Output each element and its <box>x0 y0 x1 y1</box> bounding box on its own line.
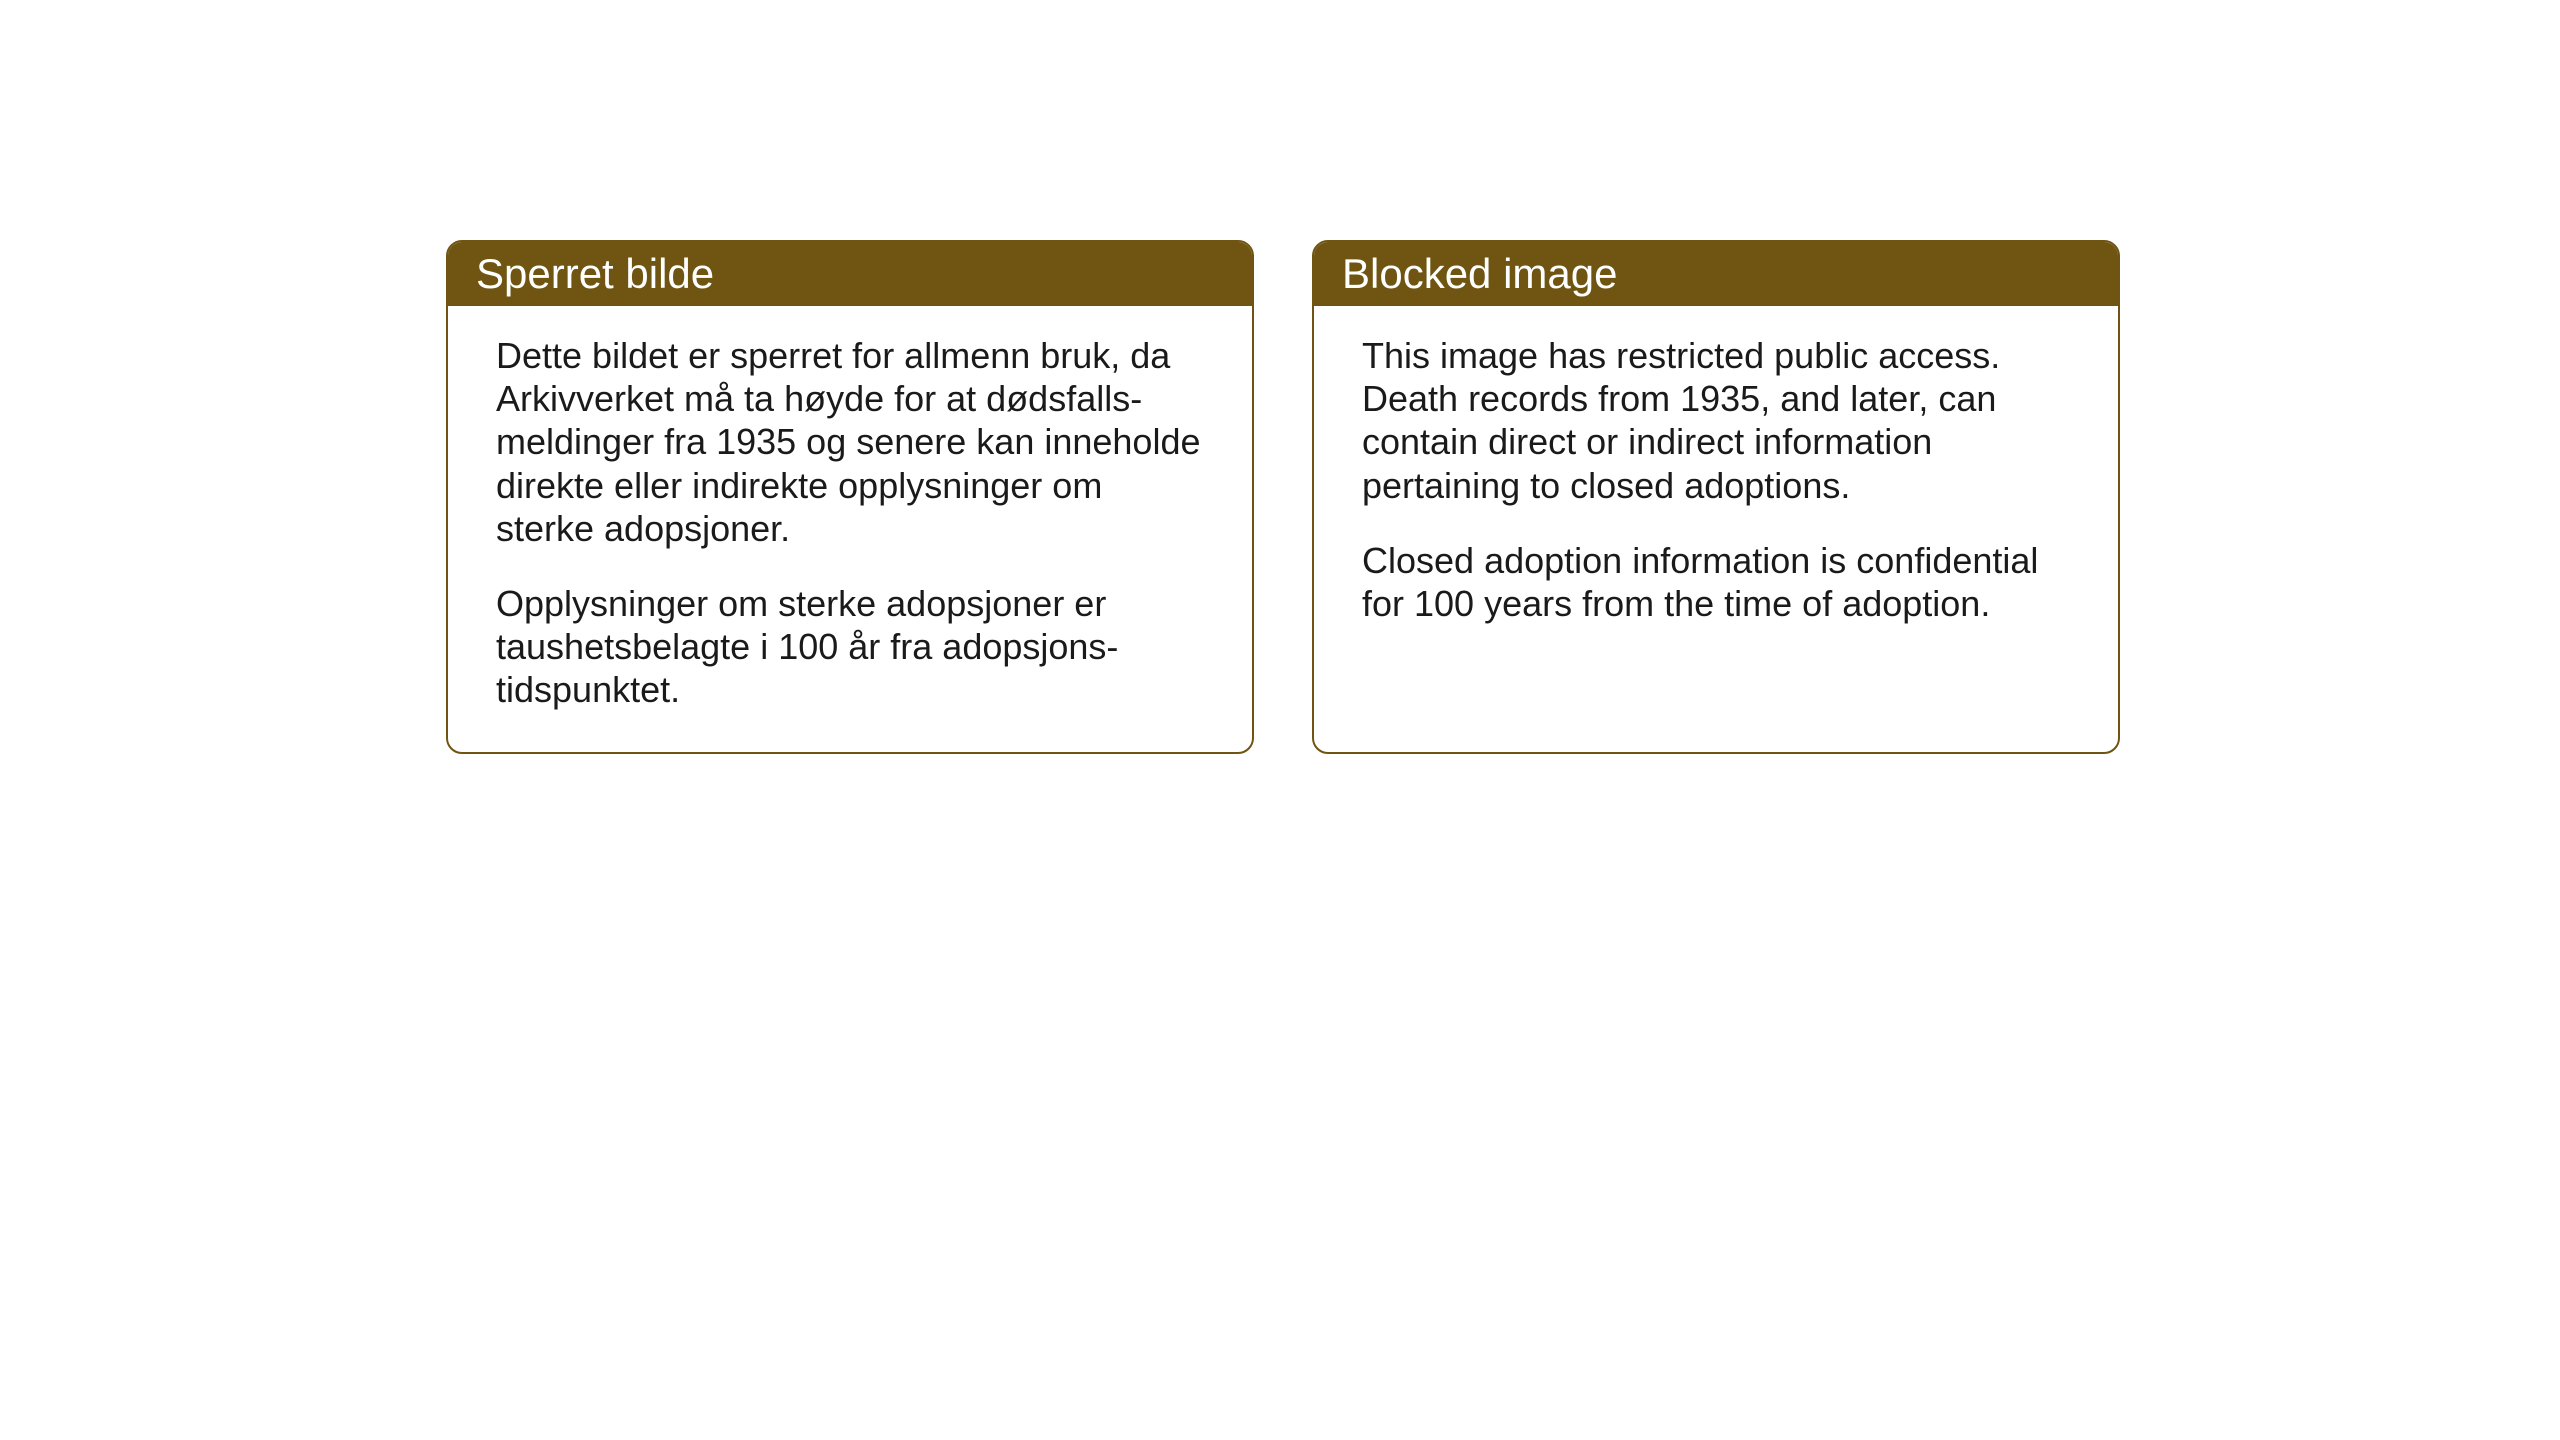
notice-container: Sperret bilde Dette bildet er sperret fo… <box>446 240 2120 754</box>
notice-box-norwegian: Sperret bilde Dette bildet er sperret fo… <box>446 240 1254 754</box>
notice-paragraph: This image has restricted public access.… <box>1362 334 2070 507</box>
notice-header-norwegian: Sperret bilde <box>448 242 1252 306</box>
notice-box-english: Blocked image This image has restricted … <box>1312 240 2120 754</box>
notice-header-english: Blocked image <box>1314 242 2118 306</box>
notice-body-english: This image has restricted public access.… <box>1314 306 2118 665</box>
notice-paragraph: Dette bildet er sperret for allmenn bruk… <box>496 334 1204 550</box>
notice-paragraph: Opplysninger om sterke adopsjoner er tau… <box>496 582 1204 712</box>
notice-paragraph: Closed adoption information is confident… <box>1362 539 2070 625</box>
notice-body-norwegian: Dette bildet er sperret for allmenn bruk… <box>448 306 1252 752</box>
